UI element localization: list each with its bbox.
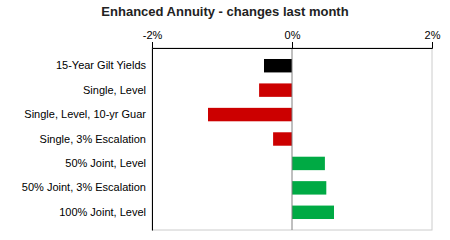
y-tick-label: 50% Joint, 3% Escalation [22, 181, 146, 193]
x-tick: -2% [143, 29, 163, 48]
y-tick: 100% Joint, Level [59, 206, 146, 218]
chart-svg: Enhanced Annuity - changes last month -2%… [0, 0, 450, 240]
y-tick: 50% Joint, 3% Escalation [22, 181, 146, 193]
y-tick-label: 50% Joint, Level [65, 157, 146, 169]
y-axis: 15-Year Gilt Yields Single, Level Single, … [22, 49, 153, 231]
zero-line [292, 48, 293, 230]
bar [208, 108, 292, 121]
bar [259, 83, 292, 96]
x-tick-mark [432, 42, 433, 48]
y-tick-label: Single, 3% Escalation [40, 133, 146, 145]
x-tick-label: 0% [285, 29, 301, 41]
x-tick-mark [292, 42, 293, 48]
x-axis: -2% 0% 2% [143, 29, 441, 49]
y-tick: Single, 3% Escalation [40, 133, 146, 145]
x-tick: 0% [285, 29, 301, 48]
chart-title: Enhanced Annuity - changes last month [101, 4, 348, 19]
bar [273, 132, 292, 145]
y-tick-label: 15-Year Gilt Yields [56, 59, 147, 71]
bar [292, 157, 325, 170]
bar [292, 181, 326, 194]
x-tick-mark [152, 42, 153, 48]
y-tick: 50% Joint, Level [65, 157, 146, 169]
y-tick-label: Single, Level [83, 84, 146, 96]
y-tick: Single, Level, 10-yr Guar [24, 108, 146, 120]
y-axis-line [152, 49, 153, 231]
bars [208, 48, 334, 230]
y-tick-label: Single, Level, 10-yr Guar [24, 108, 146, 120]
bar [292, 206, 334, 219]
plot-frame [152, 48, 432, 230]
y-tick: 15-Year Gilt Yields [56, 59, 147, 71]
y-tick-label: 100% Joint, Level [59, 206, 146, 218]
x-tick-label: -2% [143, 29, 163, 41]
plot-area: -2% 0% 2% 15-Year Gilt Yields Single, Level S… [22, 29, 441, 231]
x-tick: 2% [425, 29, 441, 48]
bar [264, 59, 292, 72]
x-tick-label: 2% [425, 29, 441, 41]
x-axis-line [153, 42, 433, 49]
y-tick: Single, Level [83, 84, 146, 96]
chart-container: Enhanced Annuity - changes last month -2%… [0, 0, 450, 240]
